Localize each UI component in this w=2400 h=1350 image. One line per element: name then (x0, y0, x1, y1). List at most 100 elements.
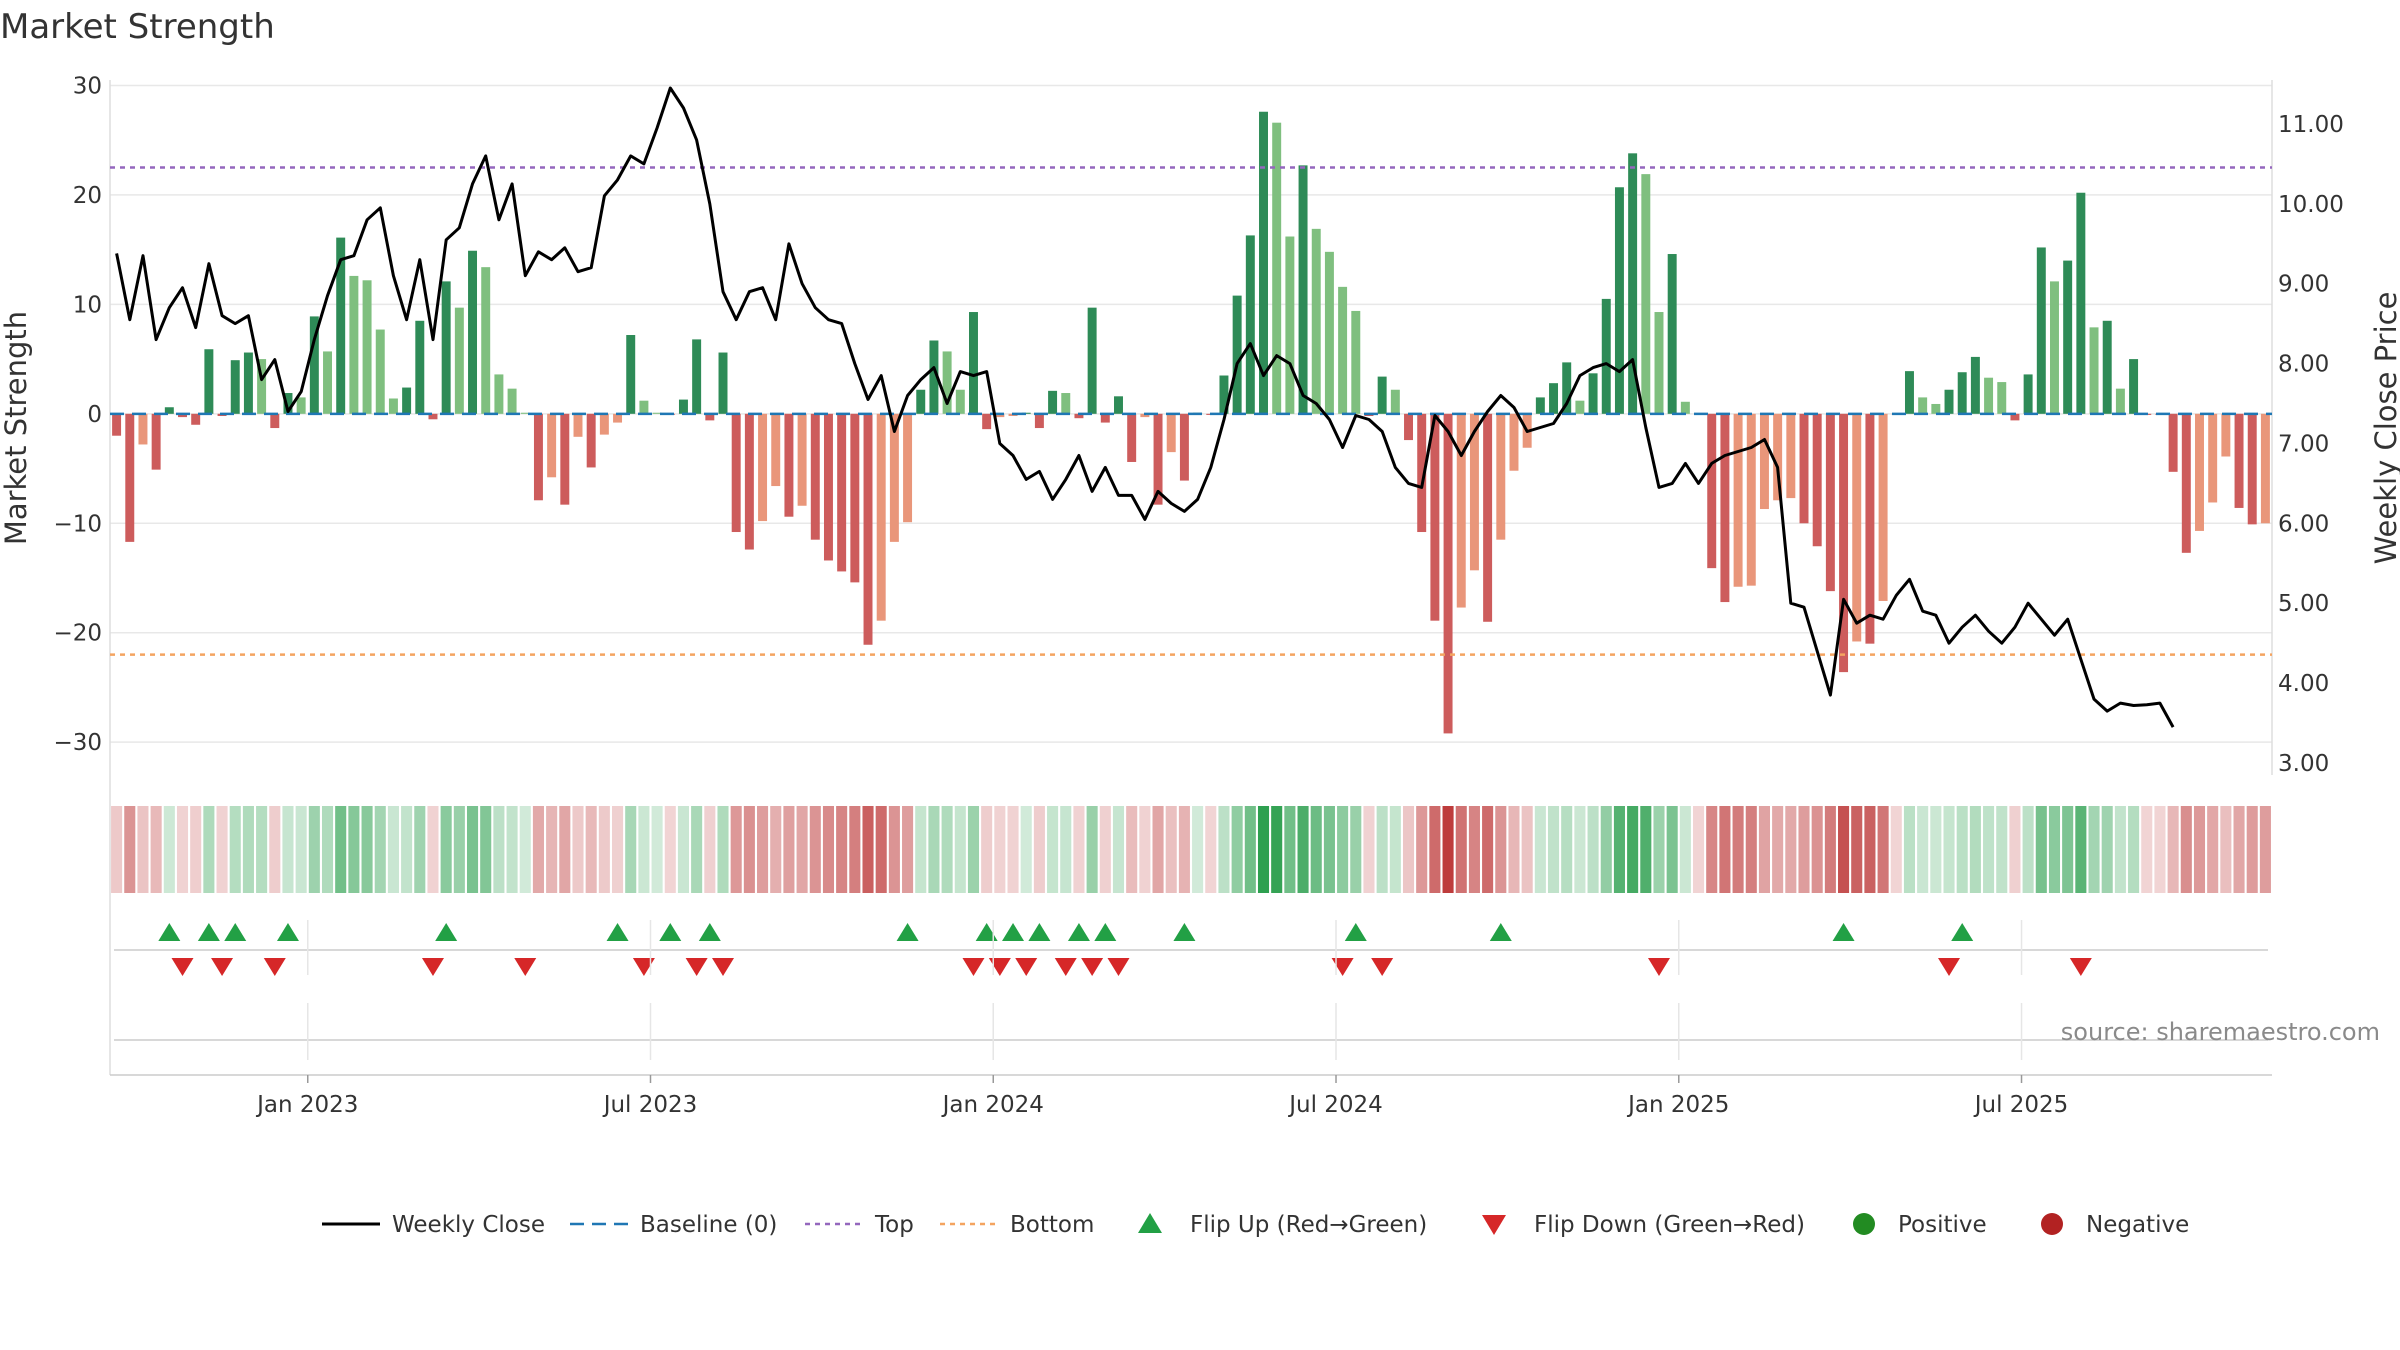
strength-bar (1311, 228, 1321, 414)
strength-bar (955, 389, 965, 414)
heat-cell (546, 806, 558, 893)
legend-swatch (1482, 1215, 1506, 1235)
strength-bar (1087, 307, 1097, 414)
heat-cell (1640, 806, 1652, 893)
heat-cell (335, 806, 347, 893)
heat-cell (888, 806, 900, 893)
strength-bar (1944, 389, 1954, 414)
y-tick-label: −30 (53, 730, 102, 756)
strength-bar (929, 340, 939, 414)
heat-cell (1917, 806, 1929, 893)
heat-cell (282, 806, 294, 893)
flip-down-marker (171, 958, 194, 976)
x-tick-label: Jul 2023 (602, 1092, 698, 1118)
heat-cell (1996, 806, 2008, 893)
heat-cell (269, 806, 281, 893)
heat-cell (2101, 806, 2113, 893)
heat-cell (809, 806, 821, 893)
heat-cell (256, 806, 268, 893)
strength-bar (349, 275, 359, 414)
heat-cell (822, 806, 835, 893)
heat-cell (2022, 806, 2034, 893)
heat-cell (1798, 806, 1810, 893)
y-tick-label: 0 (87, 402, 102, 428)
heat-cell (1706, 806, 1718, 893)
heat-cell (2114, 806, 2126, 893)
strength-bar (151, 413, 161, 470)
heat-cell (1890, 806, 1902, 893)
x-tick-label: Jan 2023 (255, 1092, 358, 1118)
strength-heat-strip (111, 806, 2271, 893)
heat-cell (374, 806, 386, 893)
y2-tick-label: 10.00 (2278, 192, 2344, 218)
strength-bar (1483, 413, 1493, 622)
heat-cell (836, 806, 848, 893)
heat-cell (730, 806, 742, 893)
heat-cell (717, 806, 729, 893)
heat-cell (915, 806, 927, 893)
heat-cell (1389, 806, 1401, 893)
heat-cell (1838, 806, 1850, 893)
legend-item-flip-down: Flip Down (Green→Red) (1482, 1212, 1805, 1238)
strength-bar (1839, 413, 1849, 673)
y2-tick-label: 9.00 (2278, 272, 2329, 298)
strength-bar (1219, 375, 1229, 414)
strength-bar (1153, 413, 1163, 505)
heat-cell (1468, 806, 1480, 893)
x-tick-label: Jan 2024 (941, 1092, 1044, 1118)
heat-cell (2141, 806, 2153, 893)
heat-cell (480, 806, 492, 893)
flip-up-marker (1951, 923, 1974, 941)
strength-bar (1285, 236, 1295, 414)
heat-cell (1178, 806, 1190, 893)
strength-bar (1812, 413, 1822, 547)
strength-bars (112, 111, 2270, 734)
heat-cell (2009, 806, 2021, 893)
heat-cell (2233, 806, 2245, 893)
strength-bar (2115, 388, 2125, 414)
heat-cell (770, 806, 782, 893)
strength-bar (1931, 403, 1941, 414)
strength-bar (2234, 413, 2244, 508)
strength-bar (283, 393, 293, 414)
strength-bar (1707, 413, 1717, 569)
heat-cell (1231, 806, 1243, 893)
strength-bar (1746, 413, 1756, 586)
heat-cell (1851, 806, 1863, 893)
heat-cell (1060, 806, 1072, 893)
heat-cell (150, 806, 162, 893)
y-tick-label: −10 (53, 511, 102, 537)
heat-cell (1099, 806, 1111, 893)
strength-bar (692, 339, 702, 414)
heat-cell (2035, 806, 2047, 893)
flip-up-marker (1028, 923, 1051, 941)
strength-bar (1259, 111, 1268, 414)
flip-down-marker (514, 958, 537, 976)
heat-cell (321, 806, 334, 893)
flip-up-marker (1067, 923, 1090, 941)
strength-bar (415, 320, 425, 414)
heat-cell (2193, 806, 2206, 893)
heat-cell (664, 806, 676, 893)
x-axis-ticks: Jan 2023 Jul 2023 Jan 2024 Jul 2024 Jan 2025… (255, 1092, 2068, 1118)
strength-bar (1733, 413, 1743, 587)
y2-axis-ticks: 11.00 10.00 9.00 8.00 7.00 6.00 5.00 4.00 3.00 (2278, 112, 2344, 777)
flip-down-marker (1371, 958, 1394, 976)
heat-cell (1337, 806, 1349, 893)
strength-bar (178, 413, 187, 418)
heat-cell (111, 806, 123, 893)
strength-bar (652, 412, 662, 414)
heat-cell (651, 806, 663, 893)
heat-cell (902, 806, 914, 893)
strength-bar (1232, 295, 1242, 414)
heat-cell (1627, 806, 1639, 893)
heat-cell (176, 806, 189, 893)
weekly-close-line (115, 86, 2175, 728)
heat-cell (2259, 806, 2271, 893)
strength-bar (560, 413, 570, 505)
strength-bar (863, 413, 873, 645)
heat-cell (967, 806, 980, 893)
legend-label: Positive (1898, 1212, 1987, 1238)
heat-cell (1983, 806, 1995, 893)
strength-bar (968, 312, 978, 414)
